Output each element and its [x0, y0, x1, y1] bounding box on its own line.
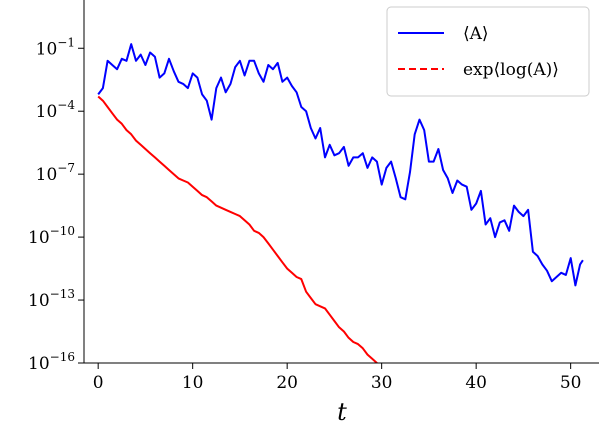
x-tick-label: 30: [371, 373, 393, 393]
y-tick-label: 10−16: [28, 350, 75, 374]
x-tick-label: 10: [182, 373, 204, 393]
y-ticks: 10−1 10−4 10−7 10−10 10−13 10−16: [28, 35, 84, 374]
y-tick-label: 10−10: [28, 224, 75, 248]
x-tick-label: 0: [93, 373, 104, 393]
x-tick-label: 40: [465, 373, 487, 393]
series-layer: [97, 43, 584, 363]
series-line-0: [97, 43, 584, 287]
x-tick-label: 20: [276, 373, 298, 393]
y-tick-label: 10−7: [36, 161, 75, 185]
x-tick-label: 50: [560, 373, 582, 393]
y-tick-label: 10−1: [36, 35, 75, 59]
y-tick-label: 10−4: [36, 98, 76, 122]
y-tick-label: 10−13: [28, 287, 75, 311]
legend-label-1: exp⟨log(A)⟩: [463, 60, 559, 80]
series-line-1: [97, 95, 379, 363]
legend-frame: [386, 6, 590, 97]
x-ticks: 0 10 20 30 40 50: [93, 363, 582, 393]
legend: ⟨A⟩ exp⟨log(A)⟩: [386, 6, 590, 97]
x-axis-title: t: [337, 398, 347, 426]
legend-label-0: ⟨A⟩: [463, 24, 489, 44]
